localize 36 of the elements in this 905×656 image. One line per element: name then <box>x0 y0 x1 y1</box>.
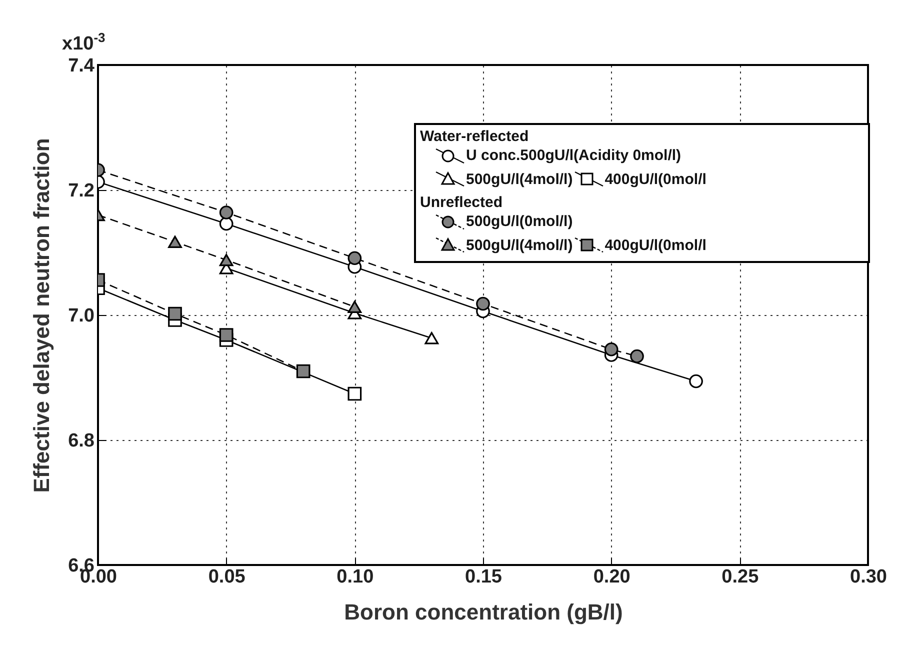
x-tick-label: 0.25 <box>722 566 760 588</box>
x-tick-label: 0.10 <box>336 566 374 588</box>
point <box>168 306 182 321</box>
point <box>689 374 703 388</box>
point <box>219 216 234 231</box>
y-axis-title: Effective delayed neutron fraction <box>29 138 54 493</box>
y-tick-label: 7.4 <box>68 56 95 76</box>
legend-label: 500gU/l(0mol/l) <box>466 212 573 231</box>
point <box>219 254 234 266</box>
legend-label: U conc.500gU/l(Acidity 0mol/l) <box>466 146 682 165</box>
point <box>219 206 234 220</box>
annotation: Unreflected <box>420 193 504 212</box>
point <box>348 386 362 401</box>
legend-label: 400gU/l(0mol/l <box>604 170 706 188</box>
y-tick-label: 7.0 <box>68 306 94 326</box>
x-axis-title: Boron concentration (gB/l) <box>344 600 623 624</box>
legend-label: 500gU/l(4mol/l) <box>466 170 573 188</box>
legend-label: 400gU/l(0mol/l <box>604 236 706 254</box>
x-tick-label: 0.15 <box>465 566 502 588</box>
point <box>630 349 644 364</box>
annotation: Water-reflected <box>420 127 530 146</box>
x-tick-label: 0.30 <box>850 566 887 588</box>
point <box>604 342 618 356</box>
y-tick-label: 7.2 <box>68 180 94 202</box>
y-tick-label: 6.8 <box>68 430 94 452</box>
text: x10$^{-3}$ <box>62 30 106 56</box>
x-tick-label: 0.20 <box>593 566 630 588</box>
legend-label: 500gU/l(4mol/l) <box>466 236 573 254</box>
point <box>168 236 182 248</box>
point <box>219 328 234 342</box>
point <box>348 251 362 266</box>
point <box>424 332 439 344</box>
point <box>348 300 362 313</box>
point <box>476 296 490 311</box>
x-tick-label: 0.05 <box>208 566 246 588</box>
point <box>296 364 310 378</box>
